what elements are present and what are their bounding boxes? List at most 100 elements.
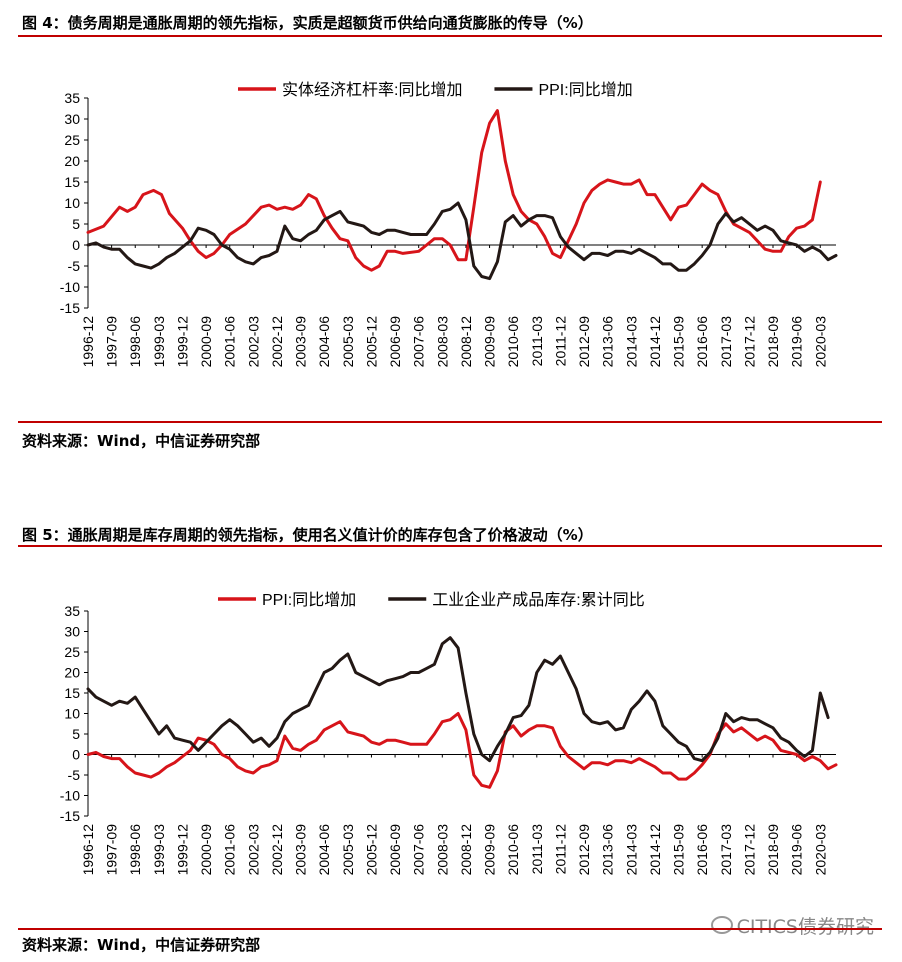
- y-tick-label: 15: [64, 174, 80, 190]
- x-tick-label: 2020-03: [812, 824, 828, 876]
- x-tick-label: 2018-09: [765, 824, 781, 876]
- y-tick-label: 30: [64, 111, 80, 127]
- x-tick-label: 2010-06: [505, 824, 521, 876]
- y-tick-label: 20: [64, 153, 80, 169]
- x-tick-label: 1999-12: [174, 824, 190, 876]
- x-tick-label: 2012-09: [576, 824, 592, 876]
- x-tick-label: 2008-03: [434, 316, 450, 368]
- x-tick-label: 2000-09: [198, 824, 214, 876]
- y-tick-label: 0: [72, 237, 80, 253]
- x-tick-label: 2010-06: [505, 316, 521, 368]
- x-tick-label: 2014-03: [623, 316, 639, 368]
- x-tick-label: 2015-09: [671, 824, 687, 876]
- x-tick-label: 2012-09: [576, 316, 592, 368]
- x-tick-label: 2016-06: [694, 316, 710, 368]
- y-tick-label: -15: [60, 300, 80, 316]
- series-line-1: [86, 109, 822, 272]
- x-tick-label: 2008-03: [434, 824, 450, 876]
- x-tick-label: 2015-09: [671, 316, 687, 368]
- legend-label: PPI:同比增加: [262, 591, 356, 609]
- x-tick-label: 2000-09: [198, 316, 214, 368]
- y-tick-label: 10: [64, 706, 80, 722]
- x-tick-label: 1997-09: [104, 824, 120, 876]
- x-tick-label: 2002-12: [269, 316, 285, 368]
- figure-title: 图 4：债务周期是通胀周期的领先指标，实质是超额货币供给向通货膨胀的传导（%）: [22, 14, 593, 32]
- source-rule: [18, 421, 882, 423]
- x-tick-label: 2002-03: [245, 316, 261, 368]
- x-tick-label: 2011-03: [529, 824, 545, 875]
- watermark-text: CITICS债券研究: [736, 916, 874, 938]
- x-tick-label: 2011-12: [552, 824, 568, 875]
- y-tick-label: -5: [68, 767, 81, 783]
- x-tick-label: 2005-12: [363, 824, 379, 876]
- x-tick-label: 2007-06: [411, 824, 427, 876]
- x-tick-label: 1999-03: [151, 316, 167, 368]
- title-rule: [18, 35, 882, 37]
- y-tick-label: 20: [64, 665, 80, 681]
- x-tick-label: 1998-06: [127, 824, 143, 876]
- x-tick-label: 2017-12: [741, 316, 757, 368]
- x-tick-label: 2005-03: [340, 824, 356, 876]
- source-note: 资料来源：Wind，中信证券研究部: [22, 432, 261, 450]
- x-tick-label: 1999-12: [174, 316, 190, 368]
- x-tick-label: 2007-06: [411, 316, 427, 368]
- y-tick-label: 5: [72, 726, 80, 742]
- y-tick-label: 35: [64, 90, 80, 106]
- y-tick-label: 30: [64, 624, 80, 640]
- x-tick-label: 2019-06: [789, 824, 805, 876]
- y-tick-label: 35: [64, 603, 80, 619]
- y-tick-label: -5: [68, 258, 81, 274]
- x-tick-label: 2017-03: [718, 316, 734, 368]
- x-tick-label: 2017-12: [741, 824, 757, 876]
- legend-label: 实体经济杠杆率:同比增加: [282, 81, 462, 99]
- x-tick-label: 2020-03: [812, 316, 828, 368]
- x-tick-label: 2003-09: [293, 824, 309, 876]
- x-tick-label: 2004-06: [316, 316, 332, 368]
- x-tick-label: 2014-12: [647, 316, 663, 368]
- y-tick-label: -15: [60, 808, 80, 824]
- x-tick-label: 1999-03: [151, 824, 167, 876]
- x-tick-label: 2014-12: [647, 824, 663, 876]
- legend-label: PPI:同比增加: [538, 81, 632, 99]
- figure-4: 图 4：债务周期是通胀周期的领先指标，实质是超额货币供给向通货膨胀的传导（%） …: [0, 0, 902, 460]
- x-tick-label: 1996-12: [80, 316, 96, 368]
- x-tick-label: 2019-06: [789, 316, 805, 368]
- x-tick-label: 2006-09: [387, 824, 403, 876]
- source-note: 资料来源：Wind，中信证券研究部: [22, 936, 261, 954]
- x-tick-label: 2001-06: [222, 316, 238, 368]
- x-tick-label: 1996-12: [80, 824, 96, 876]
- y-tick-label: 25: [64, 644, 80, 660]
- x-tick-label: 2014-03: [623, 824, 639, 876]
- x-tick-label: 1997-09: [104, 316, 120, 368]
- x-tick-label: 2008-12: [458, 824, 474, 876]
- source-rule: [18, 928, 882, 930]
- figure-5: 图 5：通胀周期是库存周期的领先指标，使用名义值计价的库存包含了价格波动（%） …: [0, 512, 902, 962]
- x-tick-label: 2004-06: [316, 824, 332, 876]
- y-tick-label: 5: [72, 216, 80, 232]
- wechat-icon: [710, 916, 733, 934]
- series-line-2: [86, 636, 830, 763]
- x-tick-label: 2011-12: [552, 316, 568, 367]
- x-tick-label: 2002-12: [269, 824, 285, 876]
- legend-label: 工业企业产成品库存:累计同比: [432, 591, 644, 609]
- x-tick-label: 2018-09: [765, 316, 781, 368]
- y-tick-label: -10: [60, 279, 80, 295]
- x-tick-label: 2017-03: [718, 824, 734, 876]
- x-tick-label: 2009-09: [482, 316, 498, 368]
- x-tick-label: 1998-06: [127, 316, 143, 368]
- y-tick-label: -10: [60, 788, 80, 804]
- y-tick-label: 0: [72, 747, 80, 763]
- watermark: CITICS债券研究: [710, 912, 874, 939]
- x-tick-label: 2002-03: [245, 824, 261, 876]
- y-tick-label: 15: [64, 685, 80, 701]
- series-line-2: [86, 201, 838, 281]
- x-tick-label: 2005-03: [340, 316, 356, 368]
- x-tick-label: 2003-09: [293, 316, 309, 368]
- y-tick-label: 25: [64, 132, 80, 148]
- x-tick-label: 2001-06: [222, 824, 238, 876]
- x-tick-label: 2016-06: [694, 824, 710, 876]
- title-rule: [18, 545, 882, 547]
- x-tick-label: 2013-06: [600, 316, 616, 368]
